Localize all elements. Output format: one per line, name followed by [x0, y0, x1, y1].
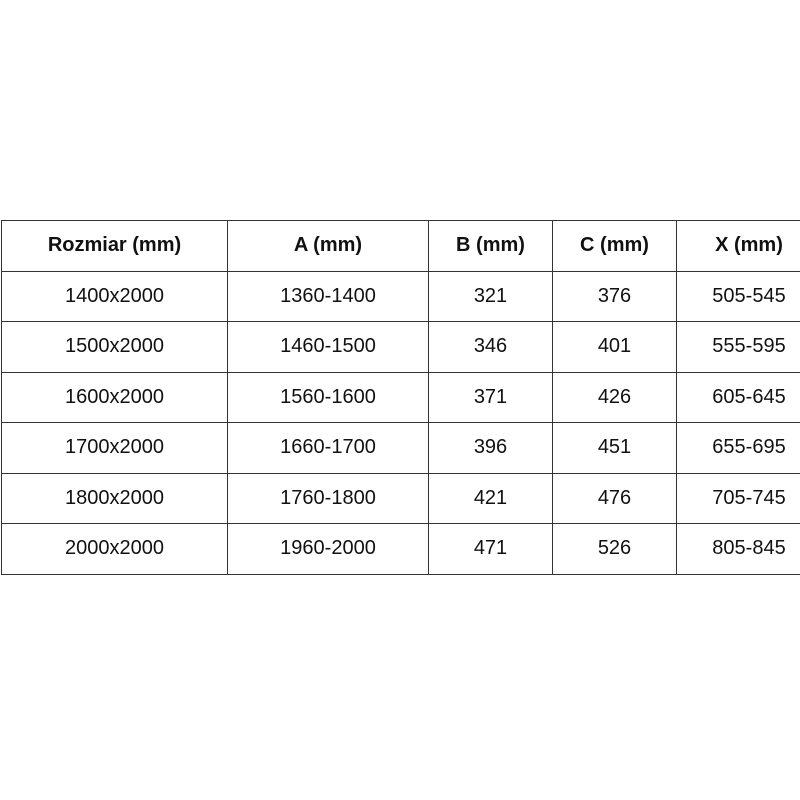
table-row: 1400x2000 1360-1400 321 376 505-545	[1, 270, 800, 322]
table-cell: 805-845	[676, 523, 800, 575]
column-header: A (mm)	[227, 220, 429, 272]
table-cell: 396	[428, 422, 553, 474]
table-cell: 1660-1700	[227, 422, 429, 474]
table-cell: 1800x2000	[1, 472, 228, 524]
dimensions-table: Rozmiar (mm) A (mm) B (mm) C (mm) X (mm) 140…	[1, 220, 800, 575]
table-cell: 555-595	[676, 321, 800, 373]
table-cell: 1400x2000	[1, 270, 228, 322]
column-header: Rozmiar (mm)	[1, 220, 228, 272]
table-cell: 505-545	[676, 270, 800, 322]
table-cell: 321	[428, 270, 553, 322]
column-header: X (mm)	[676, 220, 800, 272]
table-row: 1700x2000 1660-1700 396 451 655-695	[1, 422, 800, 474]
table-row: 1500x2000 1460-1500 346 401 555-595	[1, 321, 800, 373]
column-header: B (mm)	[428, 220, 553, 272]
table-cell: 1600x2000	[1, 371, 228, 423]
table-cell: 1760-1800	[227, 472, 429, 524]
table-cell: 476	[552, 472, 677, 524]
table-cell: 451	[552, 422, 677, 474]
table-cell: 471	[428, 523, 553, 575]
table-cell: 426	[552, 371, 677, 423]
table-cell: 371	[428, 371, 553, 423]
table-cell: 1500x2000	[1, 321, 228, 373]
table-cell: 376	[552, 270, 677, 322]
table-cell: 421	[428, 472, 553, 524]
table-cell: 526	[552, 523, 677, 575]
column-header: C (mm)	[552, 220, 677, 272]
table-cell: 1960-2000	[227, 523, 429, 575]
table-cell: 346	[428, 321, 553, 373]
table-cell: 1560-1600	[227, 371, 429, 423]
table-row: 1600x2000 1560-1600 371 426 605-645	[1, 371, 800, 423]
table-cell: 1460-1500	[227, 321, 429, 373]
table-cell: 401	[552, 321, 677, 373]
table-cell: 655-695	[676, 422, 800, 474]
table-header-row: Rozmiar (mm) A (mm) B (mm) C (mm) X (mm)	[1, 220, 800, 272]
table-cell: 705-745	[676, 472, 800, 524]
table-cell: 2000x2000	[1, 523, 228, 575]
table-cell: 1700x2000	[1, 422, 228, 474]
table-row: 2000x2000 1960-2000 471 526 805-845	[1, 523, 800, 575]
table-cell: 1360-1400	[227, 270, 429, 322]
table-row: 1800x2000 1760-1800 421 476 705-745	[1, 472, 800, 524]
table-cell: 605-645	[676, 371, 800, 423]
